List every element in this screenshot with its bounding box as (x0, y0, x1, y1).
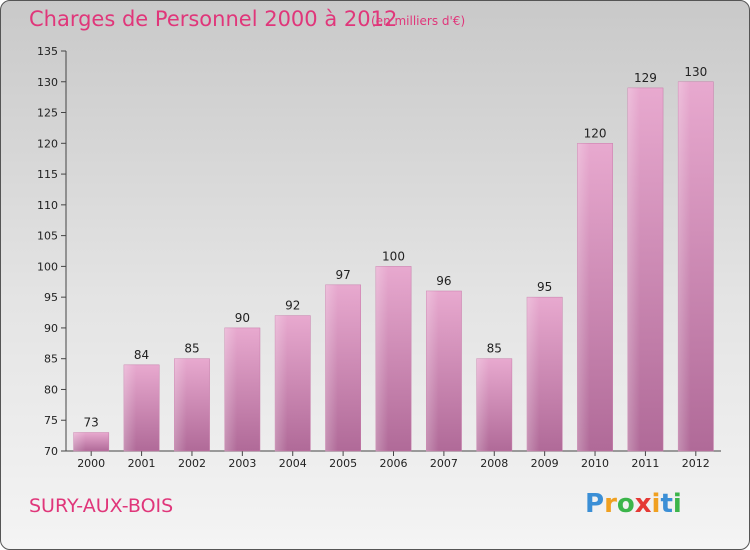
y-tick-label: 95 (44, 291, 58, 304)
value-label-2009: 95 (537, 280, 552, 294)
x-tick-label-2003: 2003 (228, 457, 256, 470)
x-tick-label-2009: 2009 (531, 457, 559, 470)
x-tick-label-2011: 2011 (631, 457, 659, 470)
x-tick-label-2007: 2007 (430, 457, 458, 470)
y-tick-label: 100 (37, 260, 58, 273)
x-tick-label-2012: 2012 (682, 457, 710, 470)
y-tick-label: 110 (37, 199, 58, 212)
value-label-2012: 130 (684, 65, 707, 79)
bar-highlight (426, 291, 439, 451)
value-label-2001: 84 (134, 348, 149, 362)
y-tick-label: 120 (37, 137, 58, 150)
bar-highlight (73, 432, 86, 451)
value-label-2000: 73 (84, 416, 99, 430)
bar-highlight (174, 358, 187, 451)
logo-letter: i (651, 489, 661, 519)
y-tick-label: 125 (37, 107, 58, 120)
bar-highlight (627, 87, 641, 451)
value-label-2007: 96 (436, 274, 451, 288)
city-name: SURY-AUX-BOIS (29, 495, 174, 517)
y-tick-label: 70 (44, 445, 58, 458)
bar-highlight (678, 81, 691, 452)
bar-highlight (476, 358, 489, 451)
x-tick-label-2008: 2008 (480, 457, 508, 470)
y-tick-label: 80 (44, 383, 58, 396)
x-tick-label-2010: 2010 (581, 457, 609, 470)
logo-letter: r (604, 489, 617, 519)
value-label-2008: 85 (487, 342, 502, 356)
y-tick-label: 85 (44, 353, 58, 366)
x-tick-label-2006: 2006 (380, 457, 408, 470)
bar-highlight (375, 266, 389, 451)
bar-highlight (123, 364, 137, 451)
logo-letter: i (672, 489, 682, 519)
value-label-2002: 85 (184, 342, 199, 356)
value-label-2011: 129 (634, 71, 657, 85)
y-tick-label: 90 (44, 322, 58, 335)
bar-highlight (275, 315, 288, 451)
bar-highlight (325, 284, 338, 451)
logo-letter: t (660, 489, 673, 519)
x-tick-label-2002: 2002 (178, 457, 206, 470)
x-tick-label-2004: 2004 (279, 457, 307, 470)
y-tick-label: 135 (37, 45, 58, 58)
logo-letter: P (585, 489, 605, 519)
y-tick-label: 75 (44, 414, 58, 427)
chart-title: Charges de Personnel 2000 à 2012 (29, 7, 398, 31)
logo-letter: x (634, 489, 652, 519)
proxiti-logo: Proxiti (585, 489, 682, 519)
bar-highlight (577, 143, 590, 452)
x-tick-label-2005: 2005 (329, 457, 357, 470)
value-label-2006: 100 (382, 249, 405, 263)
y-tick-label: 105 (37, 230, 58, 243)
x-tick-label-2000: 2000 (77, 457, 105, 470)
y-tick-label: 130 (37, 76, 58, 89)
value-label-2010: 120 (584, 126, 607, 140)
chart-subtitle: (en milliers d'€) (371, 14, 466, 28)
bar-highlight (224, 327, 238, 451)
x-tick-label-2001: 2001 (128, 457, 156, 470)
value-label-2005: 97 (335, 268, 350, 282)
y-tick-label: 115 (37, 168, 58, 181)
logo-letter: o (616, 489, 635, 519)
value-label-2004: 92 (285, 299, 300, 313)
bar-highlight (527, 297, 540, 451)
value-label-2003: 90 (235, 311, 250, 325)
